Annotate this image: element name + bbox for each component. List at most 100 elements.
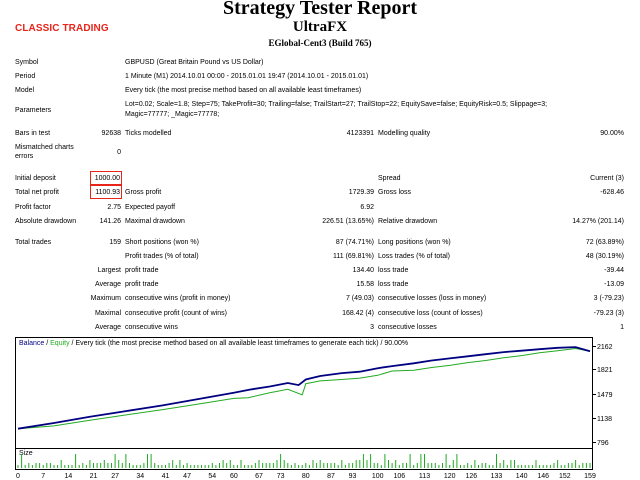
size-bar (154, 463, 156, 468)
size-bar (362, 454, 364, 468)
size-bar (114, 454, 116, 468)
loss-trades-label: Loss trades (% of total) (378, 253, 450, 260)
size-bar (488, 465, 490, 468)
max-consecutive-loss-label: consecutive loss (count of losses) (378, 310, 483, 317)
average-2-label: Average (95, 324, 121, 331)
x-tick-label: 27 (111, 473, 120, 480)
parameters-line-2: Magic=77777; _Magic=77778; (125, 111, 220, 118)
size-bar (549, 465, 551, 468)
size-bar (323, 463, 325, 468)
size-bar (384, 454, 386, 468)
x-tick-label: 159 (584, 473, 596, 480)
size-bar (388, 460, 389, 468)
model-value: Every tick (the most precise method base… (125, 87, 362, 94)
x-tick-label: 21 (89, 473, 98, 480)
size-bar (254, 463, 256, 468)
size-bar (183, 465, 184, 468)
size-bar (53, 465, 55, 468)
equity-line (17, 347, 591, 430)
size-bar (557, 460, 559, 468)
size-bar (564, 465, 566, 468)
average-loss-value: -13.09 (604, 281, 624, 288)
size-bar (524, 465, 526, 468)
size-bar (272, 463, 274, 468)
x-tick-label: 41 (161, 473, 170, 480)
size-bar (301, 465, 303, 468)
balance-equity-chart: Balance / Equity / Every tick (the most … (15, 337, 593, 453)
profit-trades-value: 111 (69.81%) (333, 253, 374, 260)
size-bar (60, 460, 62, 468)
size-bar (553, 463, 555, 468)
size-bar (265, 463, 267, 468)
size-bar (395, 460, 397, 468)
spread-value: Current (3) (590, 175, 624, 182)
initial-deposit-value: 1000.00 (94, 175, 120, 182)
size-bar (132, 465, 134, 468)
x-tick-label: 73 (276, 473, 285, 480)
size-bar (438, 465, 440, 468)
size-bar (467, 463, 469, 468)
average-label: Average (95, 281, 121, 288)
size-bar (503, 460, 505, 468)
size-bar (125, 454, 127, 468)
size-bar (485, 463, 487, 468)
size-bar (337, 465, 339, 468)
x-tick-label: 126 (465, 473, 478, 480)
x-tick-label: 7 (41, 473, 46, 480)
x-tick-label: 106 (393, 473, 406, 480)
size-bar (28, 463, 30, 468)
size-bar (355, 460, 357, 468)
size-bar (165, 465, 166, 468)
size-bar (100, 463, 102, 468)
size-bar (215, 465, 217, 468)
parameters-label: Parameters (15, 107, 52, 114)
total-trades-label: Total trades (15, 239, 52, 246)
size-bar (420, 454, 422, 468)
size-bar (380, 465, 382, 468)
size-bar (589, 463, 591, 468)
size-bar (247, 465, 249, 468)
long-positions-value: 72 (63.89%) (585, 239, 624, 246)
expert-advisor-name: UltraFX (292, 19, 348, 35)
size-bar (71, 465, 73, 468)
x-tick-label: 34 (136, 473, 145, 480)
legend-description: / Every tick (the most precise method ba… (69, 340, 409, 347)
y-tick-mark (592, 346, 596, 347)
x-tick-label: 113 (418, 473, 431, 480)
size-bar (269, 463, 271, 468)
profit-factor-label: Profit factor (15, 204, 51, 211)
size-bar (64, 465, 66, 468)
size-bar (305, 463, 307, 468)
size-bar (416, 463, 418, 468)
x-tick-label: 80 (301, 473, 310, 480)
size-bar (186, 463, 188, 468)
max-consecutive-profit-label: consecutive profit (count of wins) (125, 310, 227, 317)
size-bar (560, 465, 562, 468)
size-bar (208, 465, 210, 468)
quality-label: Modelling quality (378, 130, 431, 137)
size-bar (283, 460, 285, 468)
x-tick-label: 14 (64, 473, 73, 480)
largest-loss-value: -39.44 (604, 267, 624, 274)
size-bar (308, 465, 310, 468)
size-bar (190, 465, 192, 468)
avg-consecutive-wins-value: 3 (370, 324, 374, 331)
size-bar (539, 465, 541, 468)
size-bar (161, 465, 163, 468)
size-bar (319, 460, 321, 468)
size-bar (496, 454, 497, 468)
x-tick-label: 120 (443, 473, 456, 480)
short-positions-label: Short positions (won %) (125, 239, 199, 246)
size-bar (276, 460, 278, 468)
size-bar (201, 465, 202, 468)
size-bar (21, 454, 23, 468)
gross-loss-label: Gross loss (378, 189, 412, 196)
x-tick-label: 93 (348, 473, 357, 480)
short-positions-value: 87 (74.71%) (335, 239, 374, 246)
report-title: Strategy Tester Report (222, 0, 418, 19)
loss-trades-value: 48 (30.19%) (585, 253, 624, 260)
largest-loss-label: loss trade (378, 267, 409, 274)
size-bar (535, 460, 537, 468)
size-bar (499, 463, 501, 468)
size-bar (571, 463, 573, 468)
